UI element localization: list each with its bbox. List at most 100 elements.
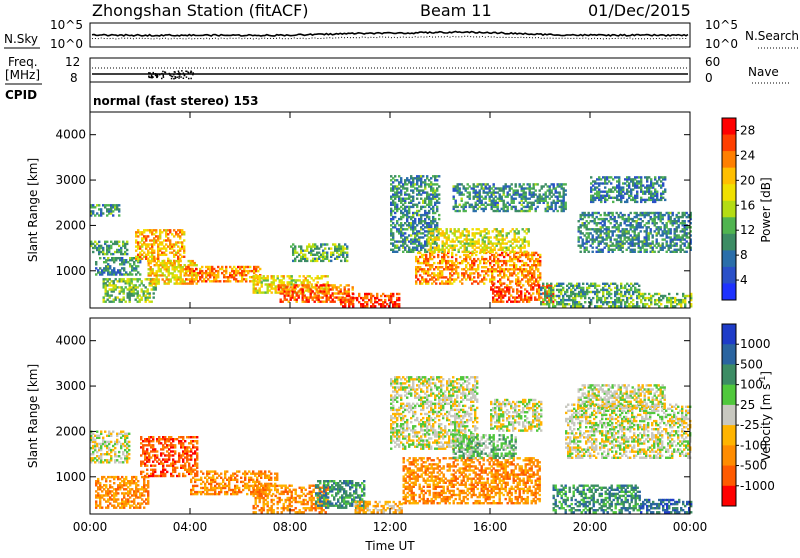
echo-cell [539, 254, 541, 256]
echo-cell [147, 288, 149, 290]
echo-cell [638, 234, 640, 236]
echo-cell [412, 196, 414, 198]
echo-cell [145, 286, 147, 288]
echo-cell [352, 305, 354, 307]
freq-tick-right-top: 60 [705, 55, 720, 69]
echo-cell [640, 230, 642, 232]
echo-cell [473, 272, 475, 274]
echo-cell [141, 280, 143, 282]
echo-cell [654, 176, 656, 178]
echo-cell [610, 182, 612, 184]
echo-cell [400, 189, 402, 191]
echo-cell [115, 288, 117, 290]
echo-cell [676, 230, 678, 232]
echo-cell [179, 250, 181, 252]
echo-cell [441, 280, 443, 282]
echo-cell [562, 283, 564, 285]
echo-cell [497, 206, 499, 208]
echo-cell [384, 305, 386, 307]
echo-cell [508, 288, 510, 290]
echo-cell [551, 189, 553, 191]
echo-cell [300, 260, 302, 262]
echo-cell [539, 264, 541, 266]
echo-cell [612, 234, 614, 236]
echo-cell [634, 245, 636, 247]
echo-cell [466, 228, 468, 230]
echo-cell [126, 249, 128, 251]
echo-cell [259, 268, 261, 270]
echo-cell [414, 220, 416, 222]
echo-cell [598, 184, 600, 186]
echo-cell [636, 191, 638, 193]
echo-cell [95, 261, 97, 263]
echo-cell [424, 185, 426, 187]
echo-cell [446, 228, 448, 230]
echo-cell [488, 230, 490, 232]
echo-cell [563, 187, 565, 189]
echo-cell [680, 245, 682, 247]
echo-cell [468, 251, 470, 253]
echo-cell [664, 176, 666, 178]
freq-dot [171, 75, 173, 77]
echo-cell [465, 278, 467, 280]
echo-cell [151, 245, 153, 247]
echo-cell [618, 176, 620, 178]
echo-cell [509, 256, 511, 258]
echo-cell [213, 268, 215, 270]
echo-cell [394, 224, 396, 226]
echo-cell [598, 285, 600, 287]
echo-cell [584, 301, 586, 303]
echo-cell [441, 266, 443, 268]
echo-cell [433, 256, 435, 258]
echo-cell [451, 252, 453, 254]
echo-cell [656, 222, 658, 224]
echo-cell [102, 212, 104, 214]
echo-cell [660, 212, 662, 214]
echo-cell [656, 234, 658, 236]
echo-cell [438, 193, 440, 195]
echo-cell [666, 224, 668, 226]
echo-cell [634, 230, 636, 232]
echo-cell [139, 273, 141, 275]
echo-cell [530, 294, 532, 296]
echo-cell [628, 291, 630, 293]
echo-cell [430, 200, 432, 202]
echo-cell [155, 229, 157, 231]
echo-cell [438, 175, 440, 177]
echo-cell [616, 220, 618, 222]
echo-cell [326, 252, 328, 254]
freq-dot [190, 78, 192, 80]
freq-dot [181, 70, 183, 72]
echo-cell [650, 297, 652, 299]
echo-cell [253, 279, 255, 281]
echo-cell [486, 228, 488, 230]
echo-cell [475, 254, 477, 256]
echo-cell [528, 228, 530, 230]
echo-cell [483, 210, 485, 212]
header-beam: Beam 11 [420, 1, 492, 20]
echo-cell [309, 281, 311, 283]
echo-cell [456, 245, 458, 247]
echo-cell [563, 196, 565, 198]
echo-cell [578, 283, 580, 285]
echo-cell [296, 252, 298, 254]
echo-cell [404, 200, 406, 202]
echo-cell [100, 245, 102, 247]
echo-cell [340, 288, 342, 290]
echo-cell [434, 228, 436, 230]
echo-cell [474, 234, 476, 236]
echo-cell [620, 305, 622, 307]
echo-cell [110, 247, 112, 249]
echo-cell [131, 273, 133, 275]
echo-cell [544, 287, 546, 289]
echo-cell [421, 282, 423, 284]
echo-cell [125, 301, 127, 303]
echo-cell [554, 299, 556, 301]
echo-cell [586, 247, 588, 249]
echo-cell [664, 188, 666, 190]
echo-cell [557, 210, 559, 212]
echo-cell [606, 242, 608, 244]
echo-cell [429, 268, 431, 270]
echo-cell [425, 254, 427, 256]
echo-cell [168, 282, 170, 284]
